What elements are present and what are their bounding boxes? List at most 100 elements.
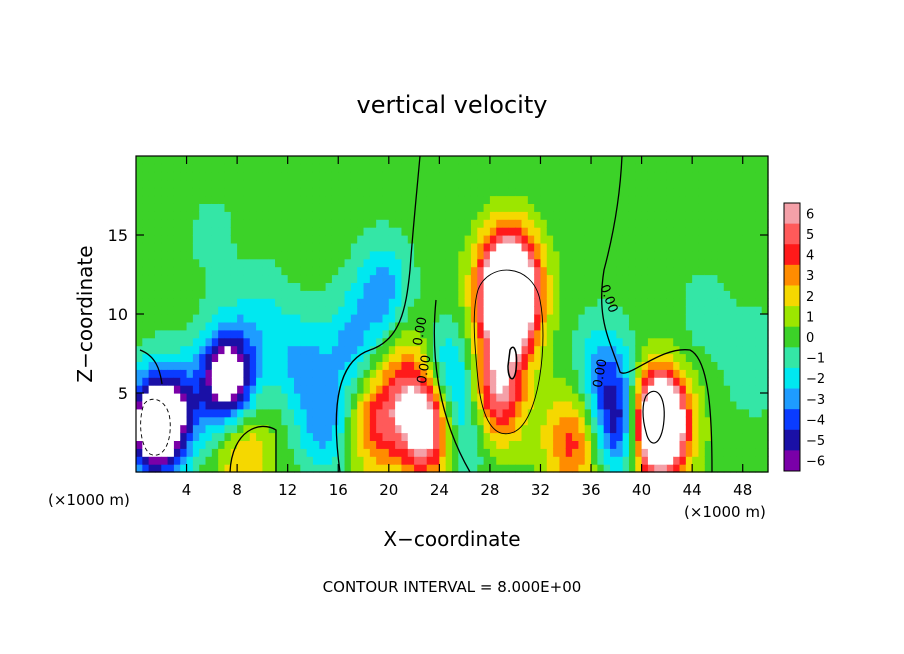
heatmap-cell	[300, 250, 308, 260]
heatmap-cell	[395, 235, 403, 244]
heatmap-cell	[136, 211, 143, 220]
heatmap-cell	[730, 163, 737, 173]
heatmap-cell	[142, 337, 150, 347]
heatmap-cell	[742, 156, 750, 165]
heatmap-cell	[420, 314, 428, 323]
heatmap-cell	[565, 250, 573, 260]
heatmap-cell	[628, 353, 636, 362]
heatmap-cell	[180, 329, 188, 339]
heatmap-cell	[445, 235, 453, 244]
heatmap-cell	[256, 250, 263, 260]
heatmap-cell	[395, 369, 403, 378]
heatmap-cell	[445, 258, 453, 268]
heatmap-cell	[287, 337, 295, 347]
heatmap-cell	[559, 242, 567, 252]
heatmap-cell	[616, 227, 624, 236]
heatmap-cell	[464, 456, 472, 465]
heatmap-cell	[148, 242, 156, 252]
heatmap-cell	[527, 187, 535, 197]
heatmap-cell	[496, 432, 504, 441]
heatmap-cell	[717, 377, 725, 386]
heatmap-cell	[610, 416, 617, 426]
heatmap-cell	[148, 329, 156, 339]
heatmap-cell	[186, 179, 194, 189]
heatmap-cell	[755, 195, 763, 204]
heatmap-cell	[730, 211, 737, 220]
heatmap-cell	[180, 282, 188, 291]
heatmap-cell	[496, 211, 504, 220]
heatmap-cell	[218, 235, 226, 244]
heatmap-cell	[730, 195, 737, 204]
heatmap-cell	[730, 219, 737, 228]
heatmap-cell	[249, 337, 257, 347]
heatmap-cell	[300, 258, 308, 268]
heatmap-cell	[192, 393, 200, 402]
heatmap-cell	[464, 235, 472, 244]
heatmap-cell	[489, 242, 497, 252]
heatmap-cell	[711, 400, 719, 410]
heatmap-cell	[654, 219, 662, 228]
heatmap-cell	[395, 163, 403, 173]
heatmap-cell	[136, 361, 143, 370]
heatmap-cell	[704, 448, 712, 457]
heatmap-cell	[363, 345, 371, 355]
heatmap-cell	[357, 163, 365, 173]
heatmap-cell	[730, 464, 737, 473]
heatmap-cell	[489, 227, 497, 236]
heatmap-cell	[749, 369, 756, 378]
heatmap-cell	[458, 282, 466, 291]
heatmap-cell	[546, 195, 554, 204]
heatmap-cell	[742, 242, 750, 252]
heatmap-cell	[647, 250, 655, 260]
heatmap-cell	[357, 377, 365, 386]
heatmap-cell	[414, 298, 421, 307]
heatmap-cell	[647, 179, 655, 189]
heatmap-cell	[218, 211, 226, 220]
heatmap-cell	[458, 187, 466, 197]
heatmap-cell	[578, 369, 586, 378]
heatmap-cell	[344, 250, 352, 260]
heatmap-cell	[610, 432, 617, 441]
heatmap-cell	[483, 345, 491, 355]
heatmap-cell	[679, 416, 687, 426]
heatmap-cell	[426, 440, 434, 449]
heatmap-cell	[647, 314, 655, 323]
heatmap-cell	[755, 408, 763, 418]
heatmap-cell	[388, 393, 396, 402]
heatmap-cell	[407, 329, 415, 339]
heatmap-cell	[597, 235, 605, 244]
heatmap-cell	[742, 306, 750, 315]
heatmap-cell	[692, 258, 700, 268]
heatmap-cell	[534, 211, 542, 220]
heatmap-cell	[730, 179, 737, 189]
heatmap-cell	[584, 227, 592, 236]
heatmap-cell	[685, 242, 693, 252]
heatmap-cell	[369, 306, 377, 315]
heatmap-cell	[572, 440, 579, 449]
heatmap-cell	[660, 456, 668, 465]
heatmap-cell	[192, 266, 200, 276]
heatmap-cell	[502, 329, 510, 339]
heatmap-cell	[717, 227, 725, 236]
heatmap-cell	[711, 424, 719, 434]
heatmap-cell	[205, 464, 213, 473]
colorbar-swatch	[784, 367, 800, 389]
heatmap-cell	[565, 242, 573, 252]
heatmap-cell	[572, 448, 579, 457]
heatmap-cell	[603, 440, 611, 449]
heatmap-cell	[376, 274, 384, 283]
heatmap-cell	[711, 393, 719, 402]
heatmap-cell	[452, 274, 459, 283]
heatmap-cell	[742, 377, 750, 386]
heatmap-cell	[704, 314, 712, 323]
heatmap-cell	[306, 282, 314, 291]
heatmap-cell	[363, 329, 371, 339]
heatmap-cell	[742, 282, 750, 291]
heatmap-cell	[489, 377, 497, 386]
heatmap-cell	[192, 440, 200, 449]
heatmap-cell	[306, 345, 314, 355]
heatmap-cell	[717, 163, 725, 173]
heatmap-cell	[761, 298, 769, 307]
heatmap-cell	[704, 369, 712, 378]
